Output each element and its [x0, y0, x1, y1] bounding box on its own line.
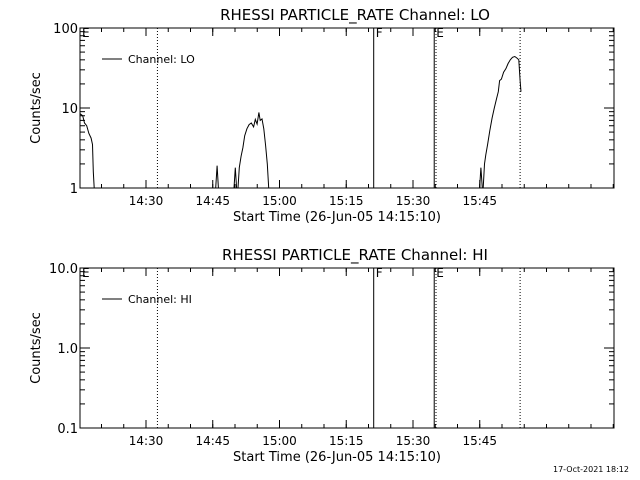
x-tick-label: 15:15	[329, 194, 364, 208]
chart-panel-2: RHESSI PARTICLE_RATE Channel: HI 14:30 14:…	[29, 246, 615, 465]
y-tick-label: 10	[61, 102, 78, 117]
series-line	[215, 165, 219, 189]
series-line	[233, 167, 238, 189]
footer-timestamp: 17-Oct-2021 18:12	[553, 465, 629, 474]
event-marker-label: F	[376, 26, 383, 40]
event-marker-label: E	[82, 266, 90, 280]
series-line	[482, 55, 522, 189]
event-marker-label: F	[376, 266, 383, 280]
series-line	[237, 112, 270, 189]
y-tick-label: 1.0	[57, 342, 78, 357]
x-tick-label: 15:00	[262, 194, 297, 208]
event-marker-label: E	[436, 26, 444, 40]
chart-title: RHESSI PARTICLE_RATE Channel: LO	[220, 6, 490, 25]
x-tick-label: 15:45	[462, 434, 497, 448]
x-tick-label: 14:30	[129, 194, 164, 208]
event-marker-label: E	[82, 26, 90, 40]
legend-label: Channel: HI	[128, 293, 192, 306]
chart-title: RHESSI PARTICLE_RATE Channel: HI	[222, 246, 488, 265]
y-axis-label: Counts/sec	[29, 72, 44, 144]
x-tick-label: 14:45	[195, 434, 230, 448]
series-line	[79, 113, 95, 189]
x-axis-label: Start Time (26-Jun-05 14:15:10)	[233, 210, 441, 225]
x-tick-label: 15:30	[396, 434, 431, 448]
x-tick-label: 15:30	[396, 194, 431, 208]
x-tick-label: 14:30	[129, 434, 164, 448]
y-tick-label: 10.0	[49, 262, 78, 277]
y-tick-label: 1	[70, 182, 78, 197]
legend-label: Channel: LO	[128, 53, 195, 66]
x-tick-label: 15:45	[462, 194, 497, 208]
event-marker-label: E	[436, 266, 444, 280]
chart-panel-1: RHESSI PARTICLE_RATE Channel: LO 14:30 14:…	[29, 6, 615, 225]
y-tick-label: 100	[53, 22, 78, 37]
series-line	[479, 167, 483, 189]
plot-frame	[79, 27, 615, 189]
x-tick-label: 14:45	[195, 194, 230, 208]
y-tick-label: 0.1	[57, 422, 78, 437]
x-tick-label: 15:15	[329, 434, 364, 448]
x-tick-label: 15:00	[262, 434, 297, 448]
x-axis-label: Start Time (26-Jun-05 14:15:10)	[233, 450, 441, 465]
y-axis-label: Counts/sec	[29, 312, 44, 384]
plot-frame	[79, 267, 615, 429]
